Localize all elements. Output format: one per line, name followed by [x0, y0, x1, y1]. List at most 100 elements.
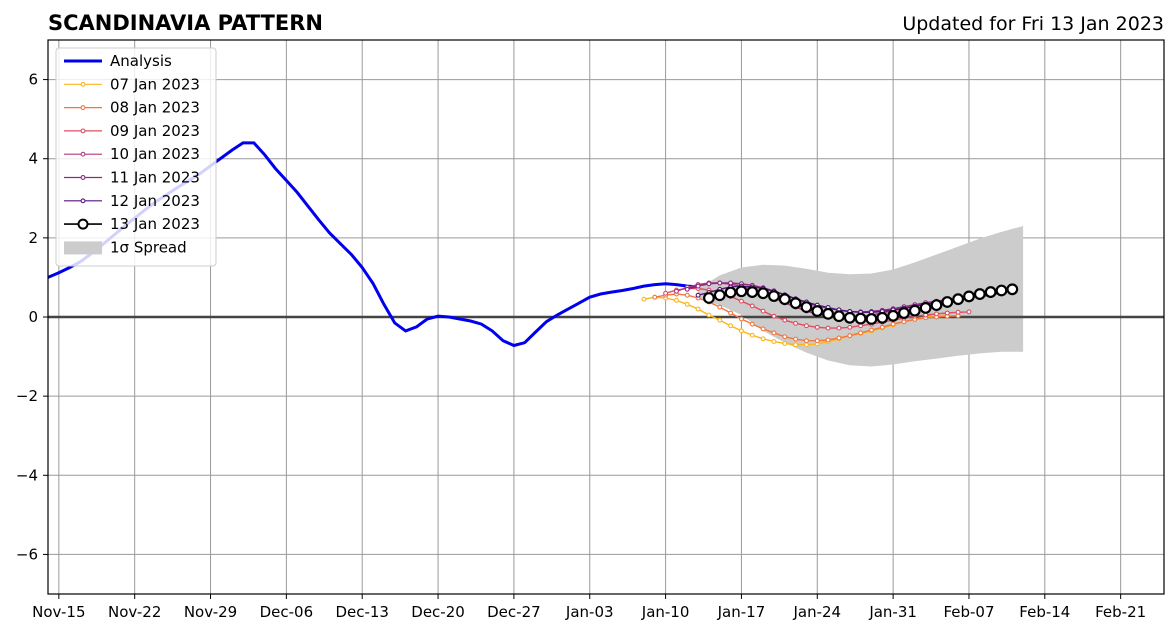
series-point [782, 334, 788, 340]
series-point [757, 287, 770, 300]
series-point [822, 307, 835, 320]
series-point [811, 305, 824, 317]
plot-area: Nov-15 Nov-22 Nov-29 Dec-06 Dec-13 Dec-20 Dec-… [16, 39, 1165, 621]
series-point [930, 299, 943, 312]
legend-marker [80, 175, 86, 180]
series-point [703, 292, 715, 304]
series-point [944, 310, 950, 316]
series-point [695, 306, 701, 312]
series-point [908, 304, 921, 317]
series-point [793, 320, 799, 326]
legend-label: 11 Jan 2023 [110, 169, 200, 187]
series-point [684, 301, 690, 307]
series-point [760, 336, 766, 342]
legend-label: 08 Jan 2023 [110, 99, 200, 117]
series-point [1006, 283, 1019, 296]
series-point [760, 308, 766, 314]
series-point [738, 298, 744, 304]
legend-label: 1σ Spread [110, 238, 187, 256]
y-tick-label: 2 [28, 229, 38, 247]
series-point [955, 309, 961, 315]
series-point [843, 311, 856, 324]
series-point [984, 286, 997, 298]
chart-title: SCANDINAVIA PATTERN [48, 11, 323, 35]
series-point [865, 313, 878, 325]
series-point [803, 338, 809, 344]
series-point [876, 311, 889, 324]
series-point [803, 323, 809, 329]
series-point [684, 292, 690, 298]
series-point [847, 324, 853, 330]
y-tick-label: 4 [28, 150, 38, 168]
series-point [673, 297, 679, 303]
series-point [728, 323, 734, 329]
legend-label: 07 Jan 2023 [110, 75, 200, 93]
x-tick-label: Dec-20 [411, 603, 465, 621]
x-tick-label: Nov-29 [184, 603, 237, 621]
series-point [793, 336, 799, 342]
legend-marker [80, 128, 86, 134]
y-tick-label: 0 [28, 308, 38, 326]
series-point [695, 283, 701, 289]
series-point [782, 317, 788, 323]
series-point [825, 337, 831, 343]
series-point [706, 281, 712, 287]
legend-swatch-spread [64, 241, 102, 255]
series-point [760, 326, 766, 332]
series-point [825, 325, 831, 331]
series-point [695, 292, 701, 298]
series-point [782, 341, 788, 346]
y-tick-label: −6 [16, 545, 38, 563]
series-point [749, 303, 755, 309]
series-point [793, 342, 799, 348]
series-point [854, 312, 867, 325]
x-tick-label: Jan-24 [792, 603, 841, 621]
x-tick-label: Jan-17 [717, 603, 766, 621]
legend-box [55, 47, 217, 267]
series-point [789, 297, 802, 310]
series-point [814, 338, 820, 344]
series-point [749, 321, 755, 327]
legend-label: 09 Jan 2023 [110, 122, 200, 140]
x-tick-label: Feb-21 [1095, 603, 1146, 621]
series-point [771, 313, 777, 319]
x-tick-label: Nov-22 [108, 603, 161, 621]
series-point [717, 317, 723, 323]
series-point [919, 301, 932, 314]
series-point [890, 321, 896, 327]
series-point [673, 288, 679, 294]
legend-label: 12 Jan 2023 [110, 192, 200, 210]
series-point [858, 330, 864, 336]
y-tick-label: 6 [28, 71, 38, 89]
series-point [735, 285, 748, 298]
series-point [973, 288, 986, 300]
series-point [724, 286, 737, 299]
x-tick-label: Jan-10 [641, 603, 690, 621]
x-tick-label: Dec-27 [487, 603, 541, 621]
series-point [847, 333, 853, 339]
series-point [749, 332, 755, 338]
series-point [706, 312, 712, 318]
legend-marker [80, 198, 86, 204]
series-point [713, 289, 726, 302]
series-point [800, 301, 813, 314]
series-point [771, 330, 777, 336]
y-tick-label: −2 [16, 387, 38, 405]
series-point [879, 324, 885, 330]
series-point [738, 328, 744, 334]
series-point [833, 310, 845, 323]
series-point [728, 280, 734, 286]
series-point [803, 342, 809, 348]
y-tick-label: −4 [16, 466, 38, 484]
x-tick-label: Feb-07 [943, 603, 994, 621]
legend-label: 13 Jan 2023 [110, 215, 200, 233]
x-tick-label: Feb-14 [1019, 603, 1070, 621]
series-point [869, 327, 874, 333]
legend-label: Analysis [110, 52, 172, 70]
series-point [836, 325, 842, 331]
series-point [684, 286, 690, 292]
series-point [963, 290, 975, 303]
x-tick-label: Dec-13 [335, 603, 389, 621]
chart-subtitle: Updated for Fri 13 Jan 2023 [902, 13, 1164, 35]
